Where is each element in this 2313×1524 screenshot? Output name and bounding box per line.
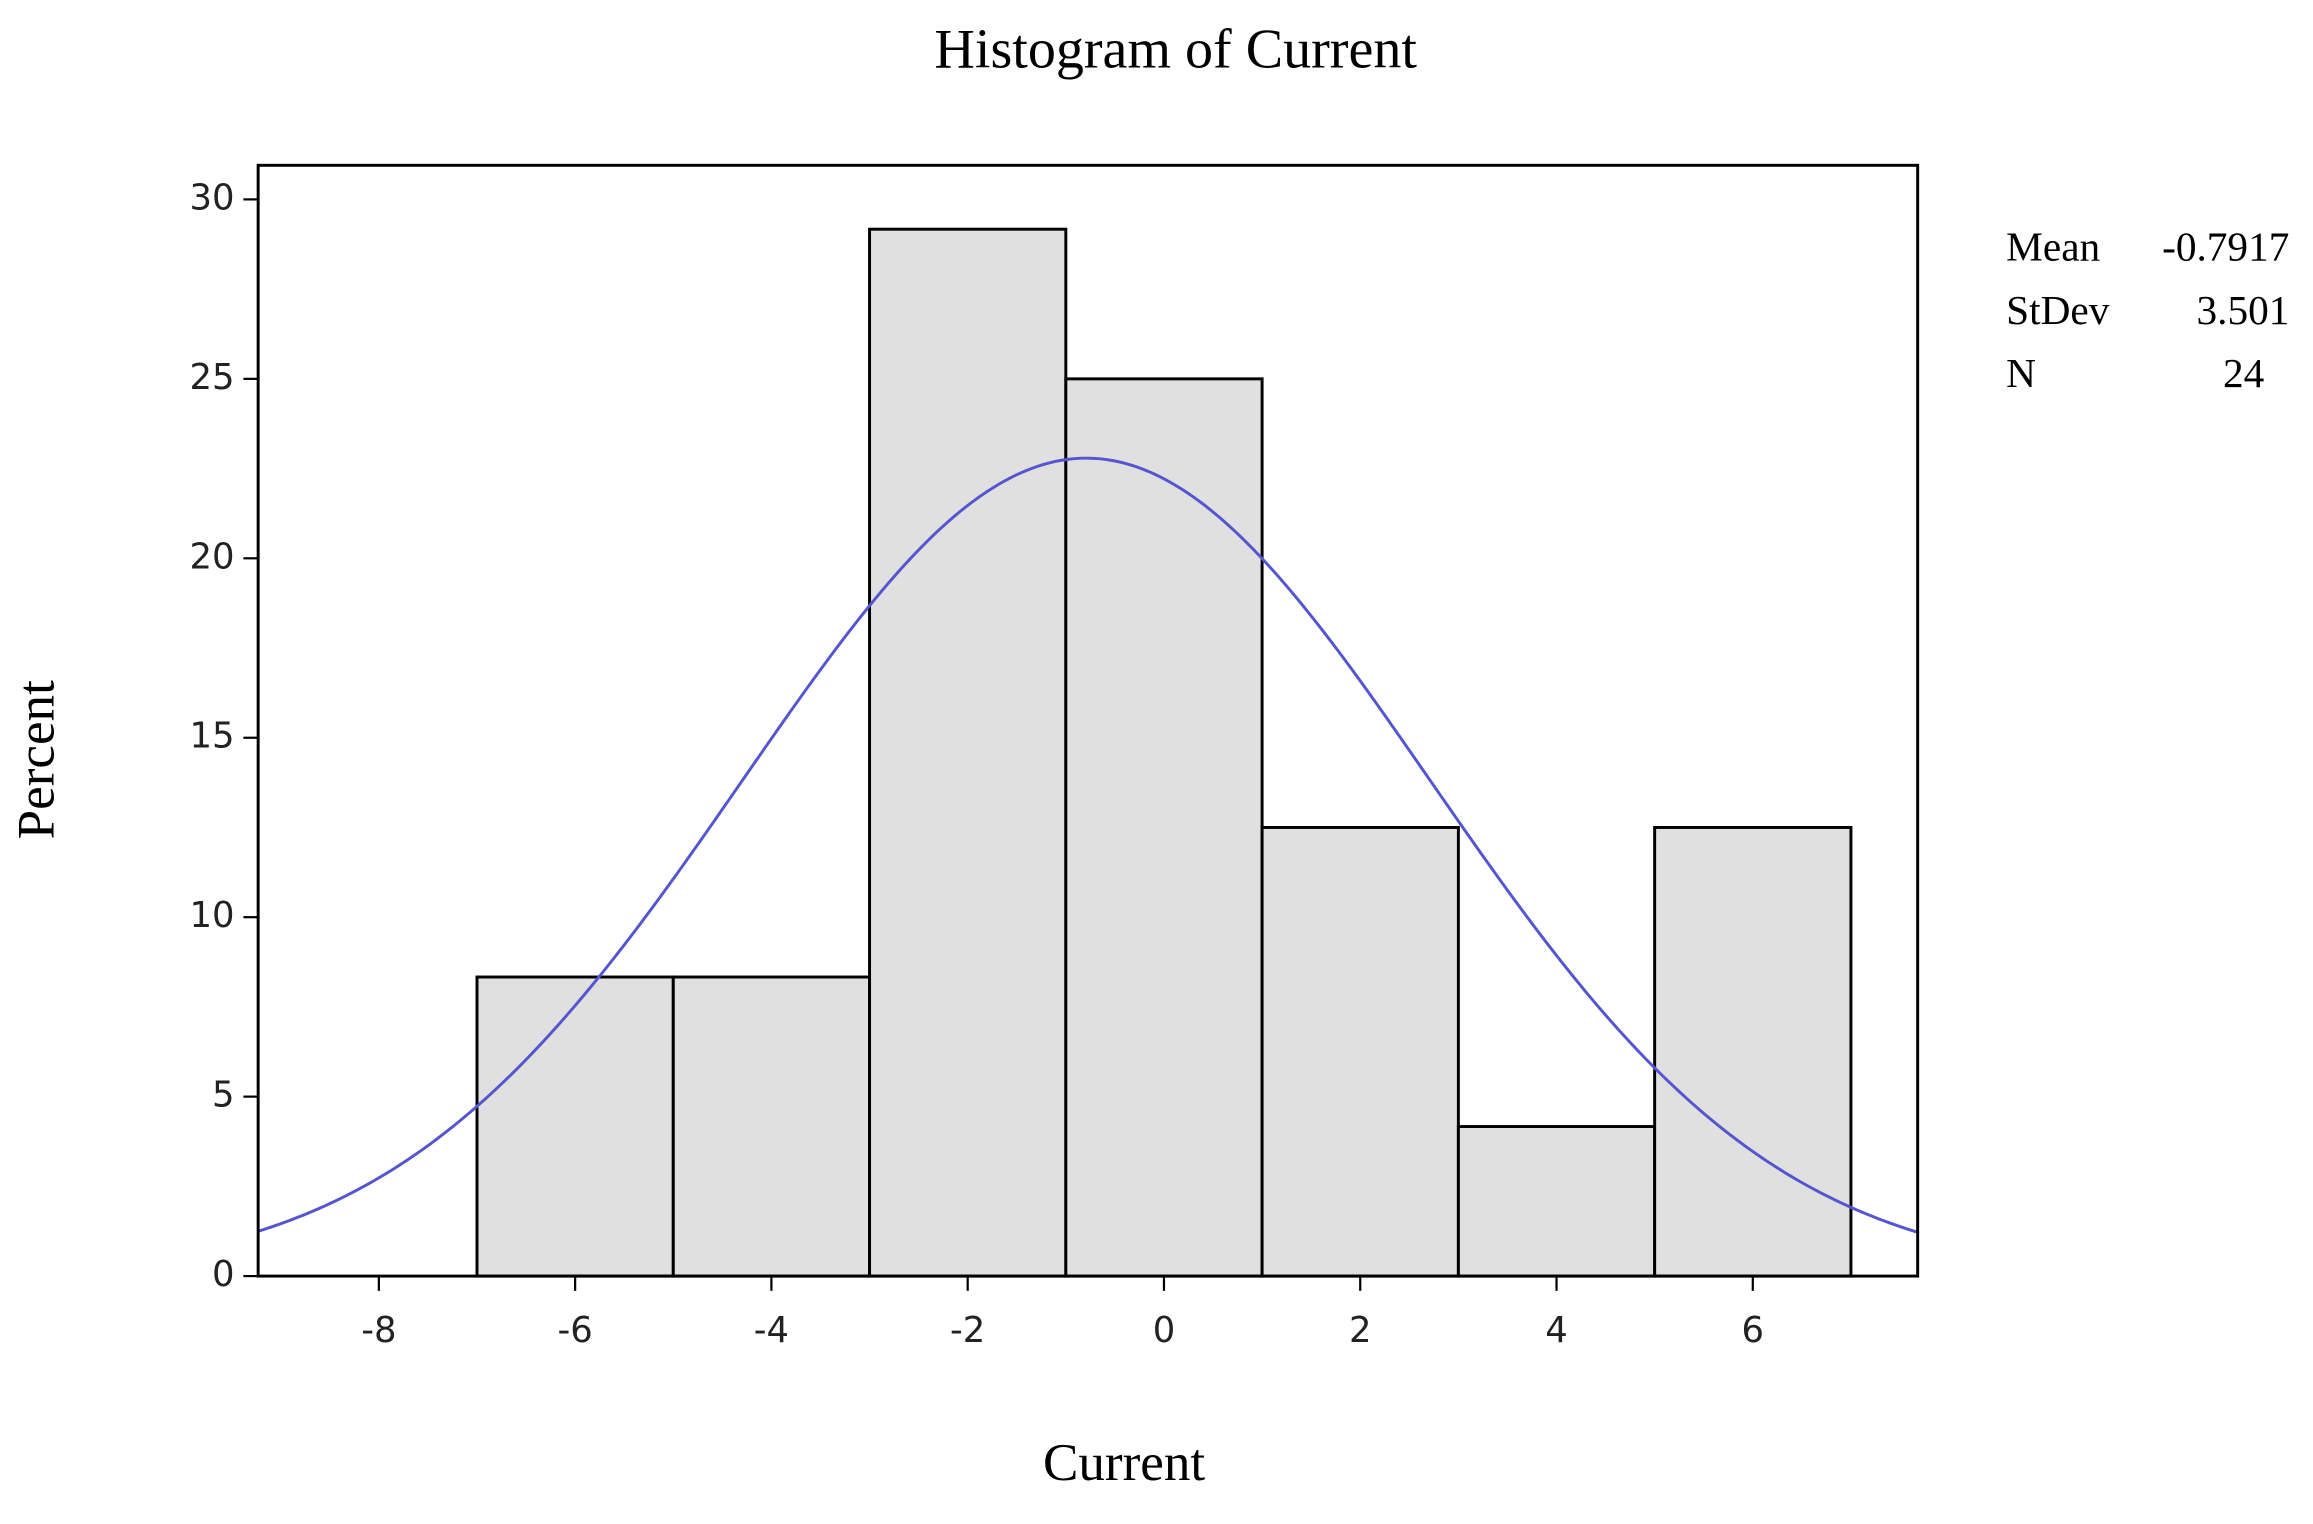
stat-label: StDev xyxy=(2006,287,2110,333)
y-tick-label: 20 xyxy=(189,536,234,577)
bar xyxy=(1456,1125,1657,1278)
y-tick-label: 15 xyxy=(189,716,234,757)
bar xyxy=(1260,825,1460,1278)
plot-frame xyxy=(256,163,1920,1278)
y-tick-label: 5 xyxy=(212,1075,235,1116)
stat-value: 24 xyxy=(2223,350,2264,396)
x-tick-label: -6 xyxy=(557,1310,592,1351)
y-tick-label: 30 xyxy=(189,177,234,218)
x-tick-label: 0 xyxy=(1153,1310,1176,1351)
x-tick-label: 6 xyxy=(1742,1310,1765,1351)
y-tick-label: 0 xyxy=(212,1254,235,1295)
x-tick-label: -2 xyxy=(950,1310,985,1351)
x-tick-label: 2 xyxy=(1349,1310,1372,1351)
bar xyxy=(671,975,872,1278)
y-tick-label: 25 xyxy=(189,357,234,398)
y-tick-label: 10 xyxy=(189,895,234,936)
stat-label: Mean xyxy=(2006,223,2100,269)
chart-title: Histogram of Current xyxy=(934,19,1417,81)
bar xyxy=(1064,377,1264,1278)
fit-curve xyxy=(257,456,1919,1234)
bar xyxy=(475,975,675,1278)
stat-value: -0.7917 xyxy=(2162,223,2289,269)
x-tick-label: 4 xyxy=(1545,1310,1568,1351)
x-axis-label: Current xyxy=(1043,1434,1205,1492)
x-tick-label: -8 xyxy=(361,1310,396,1351)
x-tick-label: -4 xyxy=(754,1310,789,1351)
y-axis-label: Percent xyxy=(7,680,65,839)
stat-value: 3.501 xyxy=(2196,287,2289,333)
stat-label: N xyxy=(2006,350,2036,396)
bar xyxy=(1653,825,1853,1278)
bar xyxy=(868,227,1068,1278)
